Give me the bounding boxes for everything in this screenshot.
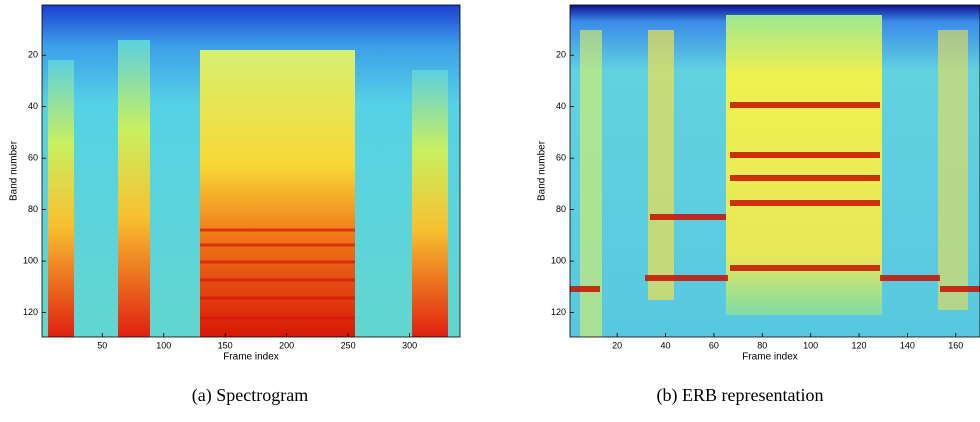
x-axis-label: Frame index (742, 352, 798, 363)
y-tick-label: 60 (28, 153, 38, 163)
plot-frame (41, 4, 461, 338)
y-tick-label: 120 (23, 307, 38, 317)
y-tick-label: 100 (23, 255, 38, 265)
y-tick-label: 80 (556, 204, 566, 214)
y-tick-label: 60 (556, 153, 566, 163)
x-axis-label: Frame index (223, 352, 279, 363)
x-tick-label: 50 (97, 340, 107, 350)
x-tick-label: 200 (279, 340, 294, 350)
y-tick-label: 20 (28, 50, 38, 60)
y-axis-label: Band number (9, 140, 20, 201)
x-tick-label: 300 (402, 340, 417, 350)
x-tick-label: 100 (803, 340, 818, 350)
y-tick-label: 100 (551, 255, 566, 265)
plot-frame (569, 4, 980, 338)
spectrogram-image (42, 5, 980, 337)
y-tick-label: 20 (556, 50, 566, 60)
caption: (b) ERB representation (657, 385, 824, 406)
x-tick-label: 80 (757, 340, 767, 350)
x-tick-label: 40 (661, 340, 671, 350)
x-tick-label: 20 (612, 340, 622, 350)
y-tick-label: 120 (551, 307, 566, 317)
x-tick-label: 120 (852, 340, 867, 350)
x-tick-label: 150 (218, 340, 233, 350)
caption: (a) Spectrogram (192, 385, 308, 406)
y-tick-label: 40 (556, 101, 566, 111)
x-tick-label: 60 (709, 340, 719, 350)
y-tick-label: 80 (28, 204, 38, 214)
y-tick-label: 40 (28, 101, 38, 111)
x-tick-label: 140 (900, 340, 915, 350)
y-axis-label: Band number (537, 140, 548, 201)
x-tick-label: 250 (341, 340, 356, 350)
x-tick-label: 160 (948, 340, 963, 350)
x-tick-label: 100 (156, 340, 171, 350)
